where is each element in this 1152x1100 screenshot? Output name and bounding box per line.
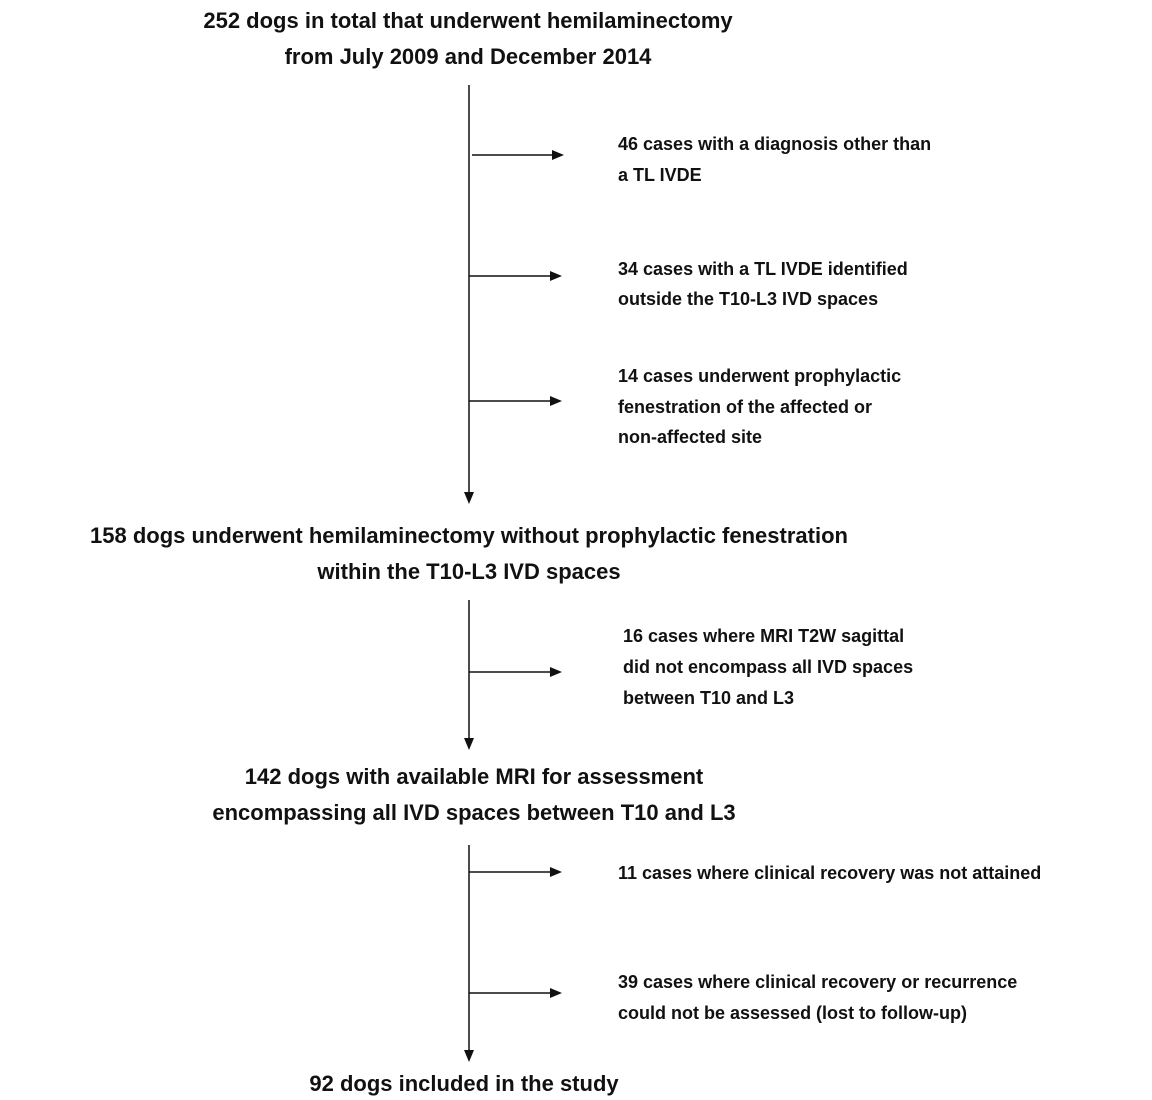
- arrowhead: [550, 271, 562, 281]
- arrowhead: [550, 667, 562, 677]
- exclusion-text: 11 cases where clinical recovery was not…: [618, 863, 1041, 883]
- arrowhead: [550, 988, 562, 998]
- step-text: 142 dogs with available MRI for assessme…: [245, 764, 704, 789]
- exclusion-text: between T10 and L3: [623, 688, 794, 708]
- exclusion-text: 16 cases where MRI T2W sagittal: [623, 626, 904, 646]
- arrowhead: [552, 150, 564, 160]
- arrowhead: [550, 396, 562, 406]
- exclusion-text: a TL IVDE: [618, 165, 702, 185]
- exclusion-text: non-affected site: [618, 427, 762, 447]
- step-text: 158 dogs underwent hemilaminectomy witho…: [90, 523, 848, 548]
- exclusion-text: 39 cases where clinical recovery or recu…: [618, 972, 1017, 992]
- step-text: encompassing all IVD spaces between T10 …: [212, 800, 735, 825]
- arrowhead: [464, 492, 474, 504]
- exclusion-text: fenestration of the affected or: [618, 397, 872, 417]
- exclusion-text: 46 cases with a diagnosis other than: [618, 134, 931, 154]
- arrowhead: [464, 1050, 474, 1062]
- step-text: within the T10-L3 IVD spaces: [316, 559, 620, 584]
- step-text: from July 2009 and December 2014: [285, 44, 653, 69]
- exclusion-text: could not be assessed (lost to follow-up…: [618, 1003, 967, 1023]
- exclusion-text: did not encompass all IVD spaces: [623, 657, 913, 677]
- arrowhead: [464, 738, 474, 750]
- exclusion-text: 14 cases underwent prophylactic: [618, 366, 901, 386]
- step-text: 252 dogs in total that underwent hemilam…: [203, 8, 733, 33]
- step-text: 92 dogs included in the study: [309, 1071, 619, 1096]
- arrowhead: [550, 867, 562, 877]
- exclusion-text: 34 cases with a TL IVDE identified: [618, 259, 908, 279]
- exclusion-text: outside the T10-L3 IVD spaces: [618, 289, 878, 309]
